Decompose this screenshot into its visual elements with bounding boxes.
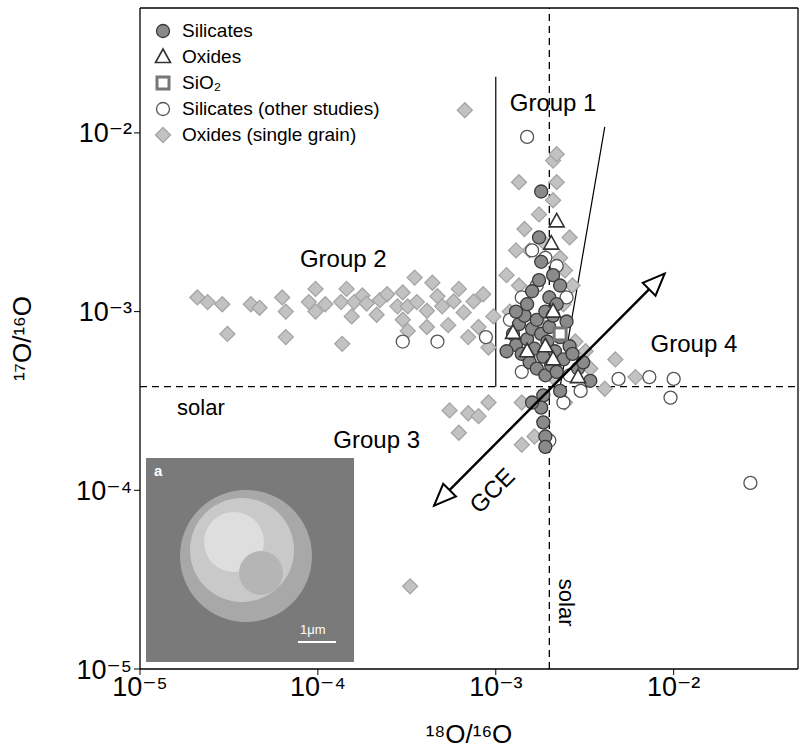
svg-text:Group 4: Group 4 bbox=[651, 330, 738, 357]
html-text:Oxides (single grain): Oxides (single grain) bbox=[182, 124, 357, 145]
svg-text:10⁻²: 10⁻² bbox=[79, 118, 132, 148]
svg-text:¹⁸O/¹⁶O: ¹⁸O/¹⁶O bbox=[426, 719, 513, 749]
html-text:SiO₂: SiO₂ bbox=[182, 72, 222, 93]
svg-text:Group 3: Group 3 bbox=[333, 426, 420, 453]
svg-text:10⁻⁵: 10⁻⁵ bbox=[112, 672, 168, 703]
svg-text:10⁻⁴: 10⁻⁴ bbox=[290, 672, 346, 702]
html-text:Silicates: Silicates bbox=[182, 20, 253, 41]
svg-text:Group 2: Group 2 bbox=[300, 245, 387, 272]
svg-text:GCE: GCE bbox=[464, 462, 520, 518]
svg-text:10⁻³: 10⁻³ bbox=[79, 297, 132, 327]
svg-text:10⁻²: 10⁻² bbox=[647, 672, 700, 702]
svg-text:10⁻³: 10⁻³ bbox=[469, 672, 522, 702]
svg-text:Group 1: Group 1 bbox=[510, 89, 597, 116]
svg-text:10⁻⁵: 10⁻⁵ bbox=[77, 655, 132, 685]
html-text:a: a bbox=[154, 462, 163, 479]
html-text:1μm: 1μm bbox=[300, 622, 326, 637]
svg-text:solar: solar bbox=[554, 579, 579, 627]
svg-text:solar: solar bbox=[177, 395, 225, 420]
html-text:Silicates (other studies): Silicates (other studies) bbox=[182, 98, 380, 119]
svg-text:¹⁷O/¹⁶O: ¹⁷O/¹⁶O bbox=[7, 296, 37, 381]
html-text:Oxides: Oxides bbox=[182, 46, 242, 67]
svg-text:10⁻⁴: 10⁻⁴ bbox=[76, 476, 132, 506]
